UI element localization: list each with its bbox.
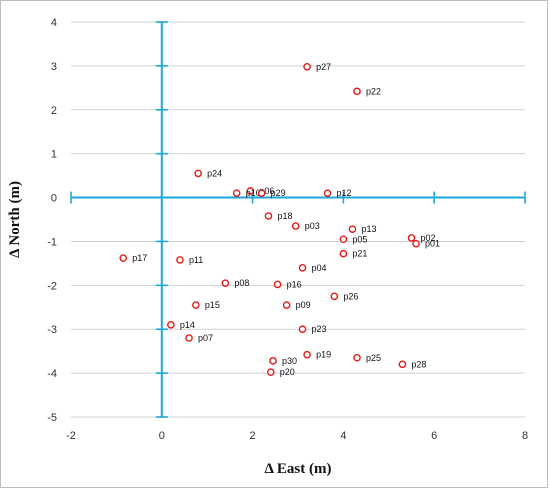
point-marker-p05: [339, 235, 348, 244]
point-label-p21: p21: [352, 249, 367, 259]
y-tick-label-0: 4: [51, 17, 57, 29]
point-label-p01: p01: [425, 239, 440, 249]
point-label-p15: p15: [205, 300, 220, 310]
point-label-p04: p04: [312, 263, 327, 273]
x-tick-label-4: 6: [431, 430, 437, 442]
point-marker-p23: [298, 325, 307, 334]
point-marker-p09: [282, 301, 291, 309]
point-marker-p22: [353, 87, 361, 96]
point-label-p29: p29: [271, 188, 286, 198]
point-marker-p03: [291, 222, 300, 230]
point-label-p27: p27: [316, 62, 331, 72]
point-label-p03: p03: [305, 221, 320, 231]
point-label-p10: p10: [246, 188, 261, 198]
point-marker-p28: [398, 360, 407, 369]
point-marker-p10: [232, 189, 241, 197]
point-marker-p14: [167, 321, 175, 329]
point-marker-p08: [221, 279, 230, 287]
point-label-p26: p26: [343, 291, 358, 301]
point-marker-p26: [330, 292, 339, 301]
point-marker-p15: [192, 301, 200, 309]
point-marker-p06: [246, 187, 255, 195]
point-label-p02: p02: [421, 233, 436, 243]
point-label-p14: p14: [180, 320, 195, 330]
point-marker-p19: [303, 350, 311, 359]
x-axis-title: Δ East (m): [265, 461, 332, 477]
point-label-p08: p08: [234, 278, 249, 288]
point-label-p07: p07: [198, 333, 213, 343]
point-label-p30: p30: [282, 356, 297, 366]
y-tick-label-3: 1: [51, 149, 57, 161]
point-label-p18: p18: [277, 211, 292, 221]
point-marker-p18: [264, 212, 273, 220]
point-label-p23: p23: [312, 324, 327, 334]
y-tick-label-4: 0: [51, 193, 57, 205]
y-tick-label-9: -5: [47, 412, 57, 424]
y-tick-label-6: -2: [47, 280, 57, 292]
point-label-p22: p22: [366, 86, 381, 96]
x-tick-label-3: 4: [340, 430, 346, 442]
point-label-p09: p09: [296, 300, 311, 310]
point-label-p25: p25: [366, 353, 381, 363]
point-marker-p07: [185, 334, 193, 342]
point-label-p20: p20: [280, 367, 295, 377]
point-label-p19: p19: [316, 350, 331, 360]
point-label-p13: p13: [361, 224, 376, 234]
point-label-p17: p17: [132, 253, 147, 263]
point-marker-p24: [194, 169, 202, 178]
point-label-p16: p16: [287, 279, 302, 289]
point-marker-p02: [407, 234, 416, 242]
point-marker-p13: [348, 225, 357, 233]
point-label-p24: p24: [207, 168, 222, 178]
y-tick-label-2: 2: [51, 105, 57, 117]
point-label-p28: p28: [411, 359, 426, 369]
point-marker-p21: [339, 249, 348, 258]
y-tick-label-5: -1: [47, 236, 57, 248]
x-tick-label-5: 8: [522, 430, 528, 442]
point-marker-p11: [176, 256, 184, 264]
point-marker-p30: [269, 357, 277, 365]
x-tick-label-2: 2: [250, 430, 256, 442]
point-marker-p25: [353, 353, 361, 362]
y-tick-label-1: 3: [51, 61, 57, 73]
y-tick-label-7: -3: [47, 324, 57, 336]
x-tick-label-0: -2: [66, 430, 76, 442]
point-marker-p29: [257, 189, 266, 197]
y-tick-label-8: -4: [47, 368, 57, 380]
point-label-p05: p05: [352, 234, 367, 244]
y-axis-title: Δ North (m): [7, 181, 23, 258]
point-marker-p17: [119, 254, 128, 262]
point-marker-p12: [323, 189, 332, 197]
x-tick-label-1: 0: [159, 430, 165, 442]
point-marker-p27: [303, 62, 311, 71]
point-marker-p04: [298, 263, 307, 272]
point-marker-p20: [266, 368, 275, 377]
point-label-p11: p11: [189, 255, 203, 265]
point-label-p06: p06: [259, 186, 274, 196]
point-label-p12: p12: [337, 188, 352, 198]
point-marker-p01: [412, 239, 420, 248]
point-marker-p16: [273, 280, 282, 289]
